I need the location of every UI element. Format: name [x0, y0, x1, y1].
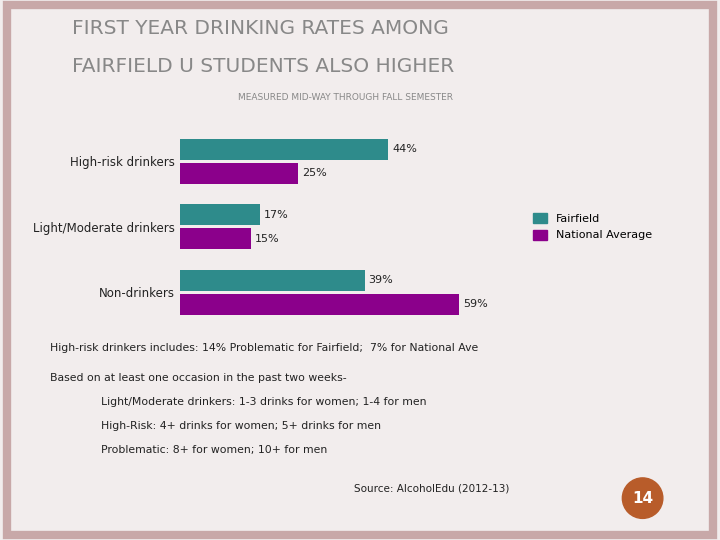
Text: Problematic: 8+ for women; 10+ for men: Problematic: 8+ for women; 10+ for men [101, 446, 327, 456]
Text: FIRST YEAR DRINKING RATES AMONG: FIRST YEAR DRINKING RATES AMONG [72, 19, 449, 38]
Text: 17%: 17% [264, 210, 289, 220]
Text: 15%: 15% [255, 234, 279, 244]
Bar [180, 139, 388, 160]
Text: 25%: 25% [302, 168, 327, 178]
Legend: Fairfield, National Average: Fairfield, National Average [534, 213, 652, 240]
Bar [180, 228, 251, 249]
Text: Source: AlcoholEdu (2012-13): Source: AlcoholEdu (2012-13) [354, 483, 510, 494]
Text: High-Risk: 4+ drinks for women; 5+ drinks for men: High-Risk: 4+ drinks for women; 5+ drink… [101, 421, 381, 431]
Bar [180, 204, 261, 225]
Text: 59%: 59% [463, 299, 487, 309]
Text: Light/Moderate drinkers: 1-3 drinks for women; 1-4 for men: Light/Moderate drinkers: 1-3 drinks for … [101, 397, 426, 407]
Text: High-risk drinkers includes: 14% Problematic for Fairfield;  7% for National Ave: High-risk drinkers includes: 14% Problem… [50, 343, 479, 353]
Text: FAIRFIELD U STUDENTS ALSO HIGHER: FAIRFIELD U STUDENTS ALSO HIGHER [72, 57, 454, 76]
Circle shape [622, 478, 663, 518]
Text: 14: 14 [632, 491, 653, 505]
Bar [180, 294, 459, 315]
Bar [180, 269, 364, 291]
Text: 39%: 39% [369, 275, 393, 285]
Text: MEASURED MID-WAY THROUGH FALL SEMESTER: MEASURED MID-WAY THROUGH FALL SEMESTER [238, 93, 453, 102]
Text: 44%: 44% [392, 144, 417, 154]
Text: Based on at least one occasion in the past two weeks-: Based on at least one occasion in the pa… [50, 373, 347, 383]
Bar [180, 163, 298, 184]
